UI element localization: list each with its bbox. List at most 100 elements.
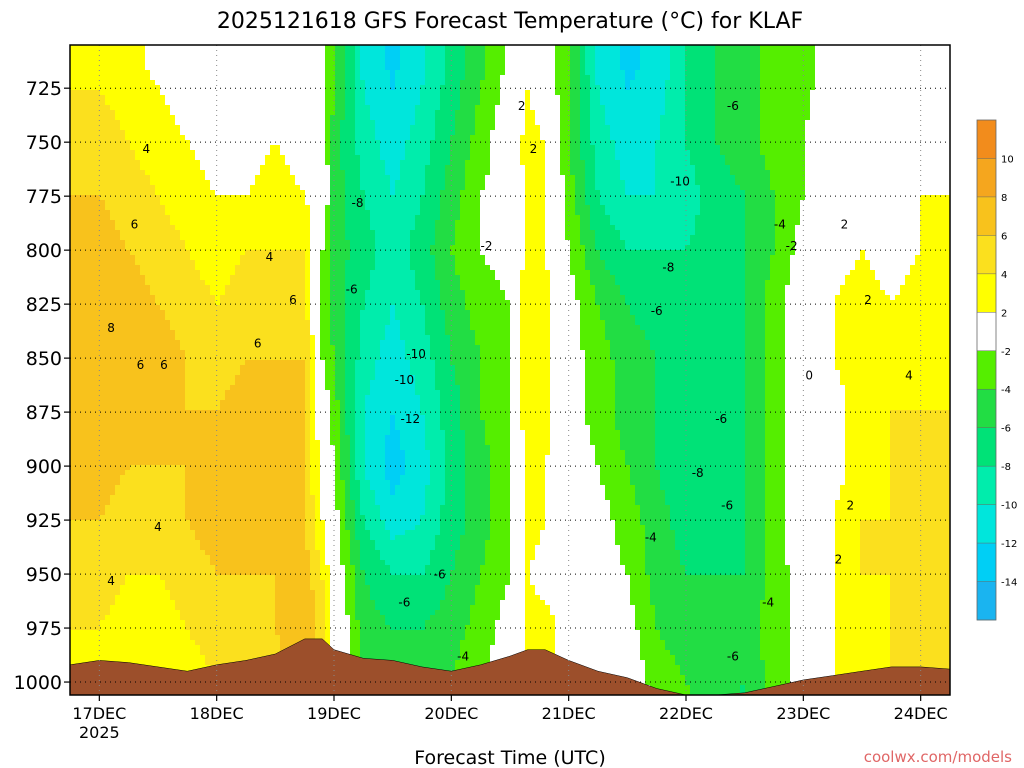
temperature-cell	[175, 180, 181, 186]
temperature-cell	[140, 135, 146, 141]
temperature-cell	[105, 565, 111, 571]
temperature-cell	[90, 500, 96, 506]
temperature-cell	[160, 495, 166, 501]
temperature-cell	[235, 110, 241, 116]
temperature-cell	[190, 165, 196, 171]
temperature-cell	[165, 360, 171, 366]
temperature-cell	[180, 280, 186, 286]
temperature-cell	[170, 370, 176, 376]
temperature-cell	[165, 595, 171, 601]
temperature-cell	[120, 520, 126, 526]
temperature-cell	[85, 200, 91, 206]
temperature-cell	[145, 140, 151, 146]
temperature-cell	[120, 580, 126, 586]
temperature-cell	[210, 275, 216, 281]
temperature-cell	[235, 235, 241, 241]
temperature-cell	[195, 270, 201, 276]
temperature-cell	[140, 160, 146, 166]
temperature-cell	[225, 110, 231, 116]
temperature-cell	[200, 505, 206, 511]
temperature-cell	[170, 440, 176, 446]
temperature-cell	[100, 225, 106, 231]
temperature-cell	[120, 390, 126, 396]
temperature-cell	[155, 520, 161, 526]
temperature-cell	[100, 650, 106, 656]
temperature-cell	[140, 145, 146, 151]
temperature-cell	[175, 530, 181, 536]
temperature-cell	[245, 470, 251, 476]
temperature-cell	[165, 485, 171, 491]
temperature-cell	[120, 210, 126, 216]
temperature-cell	[80, 575, 86, 581]
temperature-cell	[185, 135, 191, 141]
temperature-cell	[220, 155, 226, 161]
temperature-cell	[260, 255, 266, 261]
temperature-cell	[220, 510, 226, 516]
temperature-cell	[165, 475, 171, 481]
temperature-cell	[110, 165, 116, 171]
temperature-cell	[235, 135, 241, 141]
temperature-cell	[175, 475, 181, 481]
temperature-cell	[250, 195, 256, 201]
temperature-cell	[255, 580, 261, 586]
temperature-cell	[240, 615, 246, 621]
temperature-cell	[165, 640, 171, 646]
temperature-cell	[95, 100, 101, 106]
temperature-cell	[235, 545, 241, 551]
temperature-cell	[125, 205, 131, 211]
temperature-cell	[100, 155, 106, 161]
temperature-cell	[130, 310, 136, 316]
temperature-cell	[195, 260, 201, 266]
temperature-cell	[85, 295, 91, 301]
temperature-cell	[225, 370, 231, 376]
temperature-cell	[80, 290, 86, 296]
temperature-cell	[140, 380, 146, 386]
temperature-cell	[75, 505, 81, 511]
temperature-cell	[150, 160, 156, 166]
temperature-cell	[250, 500, 256, 506]
temperature-cell	[180, 485, 186, 491]
temperature-cell	[75, 95, 81, 101]
temperature-cell	[80, 465, 86, 471]
temperature-cell	[85, 135, 91, 141]
temperature-cell	[115, 180, 121, 186]
temperature-cell	[150, 240, 156, 246]
temperature-cell	[200, 490, 206, 496]
temperature-cell	[225, 560, 231, 566]
temperature-cell	[140, 330, 146, 336]
temperature-cell	[110, 470, 116, 476]
temperature-cell	[135, 470, 141, 476]
temperature-cell	[150, 235, 156, 241]
temperature-cell	[105, 155, 111, 161]
temperature-cell	[85, 390, 91, 396]
temperature-cell	[105, 250, 111, 256]
temperature-cell	[105, 475, 111, 481]
temperature-cell	[135, 515, 141, 521]
temperature-cell	[205, 585, 211, 591]
temperature-cell	[105, 465, 111, 471]
temperature-cell	[125, 220, 131, 226]
temperature-cell	[145, 580, 151, 586]
temperature-cell	[145, 65, 151, 71]
temperature-cell	[210, 620, 216, 626]
temperature-cell	[225, 600, 231, 606]
temperature-cell	[205, 525, 211, 531]
temperature-cell	[70, 595, 76, 601]
temperature-cell	[235, 395, 241, 401]
temperature-cell	[100, 205, 106, 211]
temperature-cell	[140, 85, 146, 91]
temperature-cell	[100, 105, 106, 111]
temperature-cell	[155, 90, 161, 96]
temperature-cell	[190, 120, 196, 126]
temperature-cell	[240, 355, 246, 361]
temperature-cell	[75, 385, 81, 391]
temperature-cell	[245, 460, 251, 466]
temperature-cell	[110, 535, 116, 541]
temperature-cell	[120, 215, 126, 221]
temperature-cell	[175, 70, 181, 76]
temperature-cell	[150, 655, 156, 661]
temperature-cell	[255, 160, 261, 166]
temperature-cell	[80, 380, 86, 386]
temperature-cell	[95, 405, 101, 411]
temperature-cell	[70, 190, 76, 196]
